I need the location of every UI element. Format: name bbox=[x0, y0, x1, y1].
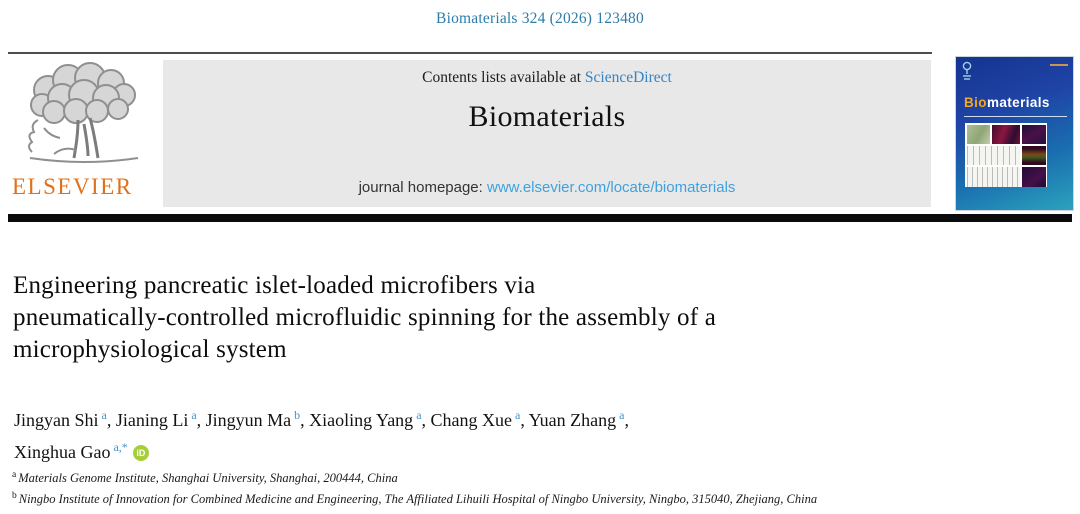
author-separator: , bbox=[520, 410, 529, 430]
article-title-line2: pneumatically-controlled microfluidic sp… bbox=[13, 304, 716, 331]
journal-banner: Contents lists available at ScienceDirec… bbox=[163, 60, 931, 207]
homepage-url-link[interactable]: www.elsevier.com/locate/biomaterials bbox=[487, 179, 736, 196]
cover-elsevier-mark-icon bbox=[962, 61, 972, 80]
author-name: Xinghua Gao bbox=[14, 442, 111, 462]
author: Jingyun Ma b, bbox=[205, 408, 310, 430]
author-affil-sup: a bbox=[101, 408, 107, 422]
sciencedirect-link[interactable]: ScienceDirect bbox=[584, 69, 672, 86]
top-rule bbox=[8, 52, 932, 54]
cover-panel-banded-fluorescence bbox=[1021, 146, 1046, 166]
author-list: Jingyan Shi a, Jianing Li a, Jingyun Ma b, … bbox=[14, 402, 914, 466]
author-name: Chang Xue bbox=[430, 410, 512, 430]
cover-title-rest: materials bbox=[986, 95, 1050, 110]
elsevier-logo[interactable]: ELSEVIER bbox=[8, 60, 160, 210]
author-separator: , bbox=[300, 410, 310, 430]
article-title: Engineering pancreatic islet-loaded micr… bbox=[13, 270, 933, 366]
affiliation-list: a Materials Genome Institute, Shanghai Un… bbox=[12, 467, 1072, 508]
affiliation-sup: a bbox=[12, 470, 17, 480]
author-affil-sup: a bbox=[619, 408, 625, 422]
affiliation-text: Materials Genome Institute, Shanghai Uni… bbox=[18, 471, 398, 486]
author-affil-sup: b bbox=[294, 408, 301, 422]
author-name: Jingyun Ma bbox=[205, 410, 292, 430]
cover-panel-dark-fluorescence bbox=[1021, 167, 1046, 187]
cover-journal-title: Biomaterials bbox=[964, 95, 1064, 110]
author-separator: , bbox=[624, 410, 629, 430]
journal-name: Biomaterials bbox=[468, 100, 626, 133]
author-separator: , bbox=[106, 410, 116, 430]
author: Xiaoling Yang a, bbox=[309, 408, 431, 430]
contents-line: Contents lists available at ScienceDirec… bbox=[163, 69, 931, 87]
elsevier-tree-icon bbox=[28, 62, 139, 163]
author-affil-sup: a,* bbox=[113, 440, 128, 454]
author-affil-sup: a bbox=[515, 408, 521, 422]
author-affil-sup: a bbox=[416, 408, 422, 422]
cover-panel-red-fluorescence bbox=[992, 125, 1020, 145]
journal-cover-thumbnail[interactable]: Biomaterials bbox=[956, 57, 1073, 210]
author-name: Xiaoling Yang bbox=[309, 410, 414, 430]
affiliation-text: Ningbo Institute of Innovation for Combi… bbox=[18, 491, 818, 506]
header-divider-bar bbox=[8, 214, 1072, 222]
author-affil-sup: a bbox=[191, 408, 197, 422]
author: Chang Xue a, bbox=[430, 408, 529, 430]
author: Jingyan Shi a, bbox=[14, 408, 116, 430]
affiliation-line: b Ningbo Institute of Innovation for Comb… bbox=[12, 488, 1072, 509]
author-name: Jingyan Shi bbox=[14, 410, 99, 430]
author-name: Jianing Li bbox=[115, 410, 189, 430]
cover-panel-diagram-1 bbox=[967, 146, 1020, 166]
cover-figure-grid bbox=[965, 123, 1047, 187]
cover-issue-text bbox=[1050, 64, 1068, 66]
contents-text: Contents lists available at bbox=[422, 69, 585, 86]
homepage-line: journal homepage: www.elsevier.com/locat… bbox=[163, 179, 931, 196]
elsevier-wordmark: ELSEVIER bbox=[12, 174, 133, 199]
cover-title-rule bbox=[964, 116, 1067, 117]
homepage-label: journal homepage: bbox=[358, 179, 487, 196]
affiliation-sup: b bbox=[12, 490, 17, 501]
author: Xinghua Gao a,* bbox=[14, 440, 128, 462]
journal-citation: Biomaterials 324 (2026) 123480 bbox=[436, 10, 644, 27]
author: Yuan Zhang a, bbox=[528, 408, 629, 430]
author-separator: , bbox=[421, 410, 431, 430]
cover-panel-green-micrograph bbox=[967, 125, 991, 145]
orcid-icon[interactable]: iD bbox=[132, 445, 149, 461]
author-separator: , bbox=[196, 410, 206, 430]
author: Jianing Li a, bbox=[115, 408, 206, 430]
affiliation-line: a Materials Genome Institute, Shanghai Un… bbox=[12, 467, 1072, 488]
article-title-line3: microphysiological system bbox=[13, 336, 287, 363]
article-title-line1: Engineering pancreatic islet-loaded micr… bbox=[13, 272, 536, 299]
cover-panel-diagram-2 bbox=[967, 167, 1020, 187]
cover-panel-purple-fluorescence bbox=[1021, 125, 1046, 145]
cover-title-bio: Bio bbox=[964, 95, 987, 110]
author-name: Yuan Zhang bbox=[528, 410, 617, 430]
